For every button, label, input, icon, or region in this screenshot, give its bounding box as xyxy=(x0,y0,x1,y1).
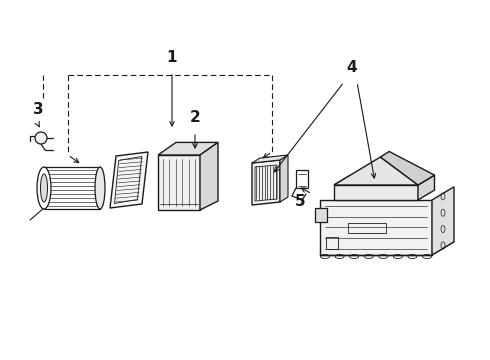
Ellipse shape xyxy=(37,167,51,209)
Polygon shape xyxy=(334,185,418,200)
Polygon shape xyxy=(280,155,288,202)
Polygon shape xyxy=(334,157,418,185)
Polygon shape xyxy=(418,175,435,200)
Ellipse shape xyxy=(41,174,48,202)
Polygon shape xyxy=(334,175,435,185)
Polygon shape xyxy=(380,152,435,185)
Text: 1: 1 xyxy=(167,50,177,66)
Circle shape xyxy=(35,132,47,144)
Polygon shape xyxy=(200,143,218,210)
Text: 4: 4 xyxy=(347,60,357,76)
Polygon shape xyxy=(320,242,454,255)
Text: 5: 5 xyxy=(294,194,305,210)
Polygon shape xyxy=(252,160,280,205)
Polygon shape xyxy=(158,155,200,210)
Polygon shape xyxy=(110,152,148,208)
Polygon shape xyxy=(252,155,288,163)
Text: 3: 3 xyxy=(33,103,43,117)
Ellipse shape xyxy=(95,167,105,209)
Polygon shape xyxy=(432,187,454,255)
Text: 2: 2 xyxy=(190,111,200,126)
Polygon shape xyxy=(315,208,327,222)
Polygon shape xyxy=(320,200,432,255)
Polygon shape xyxy=(158,143,218,155)
